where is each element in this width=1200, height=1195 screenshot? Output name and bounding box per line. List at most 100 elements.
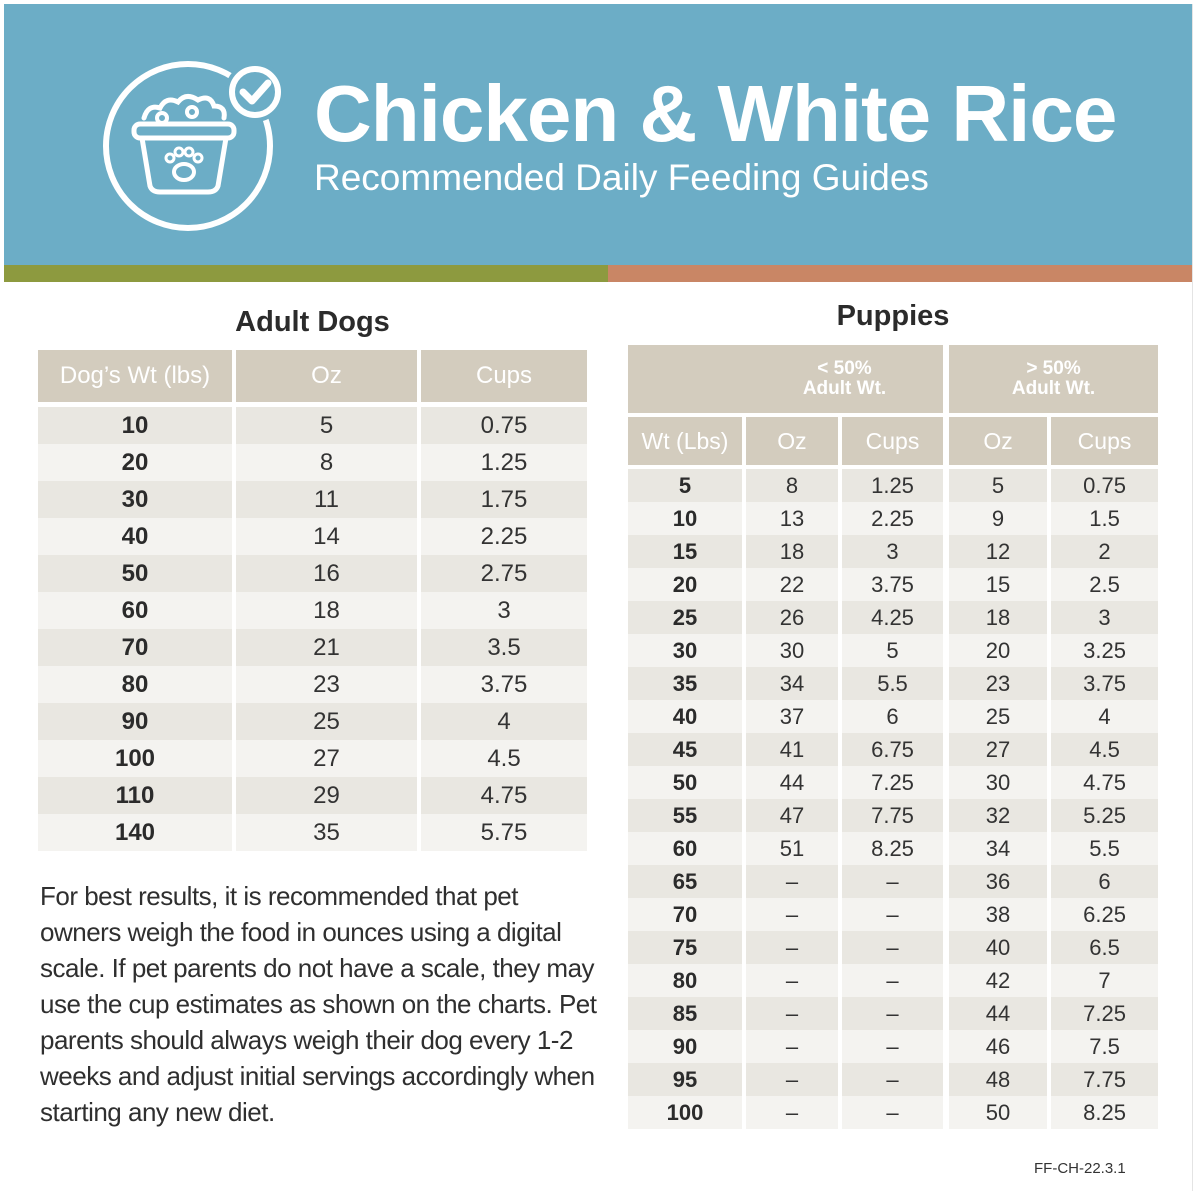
table-row: 100– –50 8.25 bbox=[628, 1096, 1159, 1129]
cups-over-cell: 6.25 bbox=[1051, 898, 1159, 931]
oz-over-cell: 18 bbox=[949, 601, 1052, 634]
oz-cell: 11 bbox=[236, 481, 421, 518]
cups-under-cell: 7.75 bbox=[842, 799, 950, 832]
cups-under-cell: – bbox=[842, 865, 950, 898]
oz-under-cell: – bbox=[746, 964, 842, 997]
group-a-line2: Adult Wt. bbox=[802, 378, 887, 399]
puppy-col-cups-over: Cups bbox=[1051, 417, 1159, 469]
oz-under-cell: 51 bbox=[746, 832, 842, 865]
header-banner: Chicken & White Rice Recommended Daily F… bbox=[4, 4, 1192, 265]
puppies-title: Puppies bbox=[836, 300, 950, 332]
cups-over-cell: 2 bbox=[1051, 535, 1159, 568]
cups-cell: 3 bbox=[421, 592, 587, 629]
oz-cell: 25 bbox=[236, 703, 421, 740]
cups-cell: 5.75 bbox=[421, 814, 587, 851]
adult-feeding-table: Dog’s Wt (lbs) Oz Cups 10 5 0.75 20 8 1.25 30 1… bbox=[38, 350, 587, 851]
oz-under-cell: – bbox=[746, 931, 842, 964]
weight-cell: 140 bbox=[38, 814, 236, 851]
cups-under-cell: 1.25 bbox=[842, 469, 950, 502]
weight-cell: 30 bbox=[628, 634, 746, 667]
oz-over-cell: 32 bbox=[949, 799, 1052, 832]
weight-cell: 95 bbox=[628, 1063, 746, 1096]
weight-cell: 80 bbox=[628, 964, 746, 997]
dog-food-bowl-checkmark-icon bbox=[103, 61, 285, 231]
cups-over-cell: 3.25 bbox=[1051, 634, 1159, 667]
cups-over-cell: 8.25 bbox=[1051, 1096, 1159, 1129]
table-row: 25 26 4.25 18 3 bbox=[628, 601, 1159, 634]
table-row: 60 51 8.25 34 5.5 bbox=[628, 832, 1159, 865]
table-row: 100 27 4.5 bbox=[38, 740, 587, 777]
oz-under-cell: 47 bbox=[746, 799, 842, 832]
table-row: 40 14 2.25 bbox=[38, 518, 587, 555]
cups-under-cell: 4.25 bbox=[842, 601, 950, 634]
oz-under-cell: 44 bbox=[746, 766, 842, 799]
oz-under-cell: – bbox=[746, 1063, 842, 1096]
cups-under-cell: – bbox=[842, 964, 950, 997]
cups-cell: 0.75 bbox=[421, 407, 587, 444]
weight-cell: 5 bbox=[628, 469, 746, 502]
weight-cell: 60 bbox=[38, 592, 236, 629]
cups-under-cell: 2.25 bbox=[842, 502, 950, 535]
cups-over-cell: 6 bbox=[1051, 865, 1159, 898]
cups-under-cell: – bbox=[842, 931, 950, 964]
weight-cell: 20 bbox=[628, 568, 746, 601]
feeding-guide-card: Chicken & White Rice Recommended Daily F… bbox=[4, 4, 1193, 1191]
adult-table-body: 10 5 0.75 20 8 1.25 30 11 1.75 40 14 2.25 50 16 2.75 60… bbox=[38, 407, 587, 851]
oz-cell: 23 bbox=[236, 666, 421, 703]
page-subtitle: Recommended Daily Feeding Guides bbox=[314, 157, 929, 198]
oz-cell: 8 bbox=[236, 444, 421, 481]
table-row: 30 11 1.75 bbox=[38, 481, 587, 518]
accent-stripe-orange bbox=[608, 265, 1192, 282]
puppy-col-oz-under: Oz bbox=[746, 417, 842, 469]
weight-cell: 70 bbox=[628, 898, 746, 931]
oz-over-cell: 9 bbox=[949, 502, 1052, 535]
puppy-col-cups-under: Cups bbox=[842, 417, 950, 469]
puppy-table-body: 5 8 1.25 5 0.75 10 13 2.25 9 1.5 15 18 3 12 2 20 22 3.75 1… bbox=[628, 469, 1159, 1129]
table-row: 40 37 6 25 4 bbox=[628, 700, 1159, 733]
oz-over-cell: 44 bbox=[949, 997, 1052, 1030]
group-b-line2: Adult Wt. bbox=[1011, 378, 1096, 399]
oz-over-cell: 50 bbox=[949, 1096, 1052, 1129]
weight-cell: 10 bbox=[38, 407, 236, 444]
cups-over-cell: 4 bbox=[1051, 700, 1159, 733]
oz-cell: 14 bbox=[236, 518, 421, 555]
table-row: 10 13 2.25 9 1.5 bbox=[628, 502, 1159, 535]
weight-cell: 50 bbox=[628, 766, 746, 799]
cups-over-cell: 4.5 bbox=[1051, 733, 1159, 766]
feeding-note: For best results, it is recommended that… bbox=[40, 881, 597, 1127]
weight-cell: 90 bbox=[628, 1030, 746, 1063]
table-row: 95– –48 7.75 bbox=[628, 1063, 1159, 1096]
cups-under-cell: – bbox=[842, 898, 950, 931]
puppy-feeding-table: < 50% Adult Wt. > 50% Adult Wt. Wt (Lbs)… bbox=[628, 345, 1159, 1129]
weight-cell: 10 bbox=[628, 502, 746, 535]
cups-cell: 2.25 bbox=[421, 518, 587, 555]
group-a-line1: < 50% bbox=[817, 358, 872, 379]
weight-cell: 20 bbox=[38, 444, 236, 481]
weight-cell: 70 bbox=[38, 629, 236, 666]
oz-under-cell: 26 bbox=[746, 601, 842, 634]
cups-cell: 1.25 bbox=[421, 444, 587, 481]
oz-cell: 29 bbox=[236, 777, 421, 814]
cups-under-cell: 3 bbox=[842, 535, 950, 568]
table-row: 20 22 3.75 15 2.5 bbox=[628, 568, 1159, 601]
table-row: 80– –42 7 bbox=[628, 964, 1159, 997]
table-row: 110 29 4.75 bbox=[38, 777, 587, 814]
table-row: 80 23 3.75 bbox=[38, 666, 587, 703]
cups-under-cell: – bbox=[842, 1096, 950, 1129]
cups-cell: 4 bbox=[421, 703, 587, 740]
puppy-group-over-50: > 50% Adult Wt. bbox=[949, 345, 1159, 417]
oz-under-cell: 34 bbox=[746, 667, 842, 700]
table-row: 50 44 7.25 30 4.75 bbox=[628, 766, 1159, 799]
oz-under-cell: 8 bbox=[746, 469, 842, 502]
oz-cell: 5 bbox=[236, 407, 421, 444]
cups-under-cell: – bbox=[842, 1063, 950, 1096]
weight-cell: 50 bbox=[38, 555, 236, 592]
group-b-line1: > 50% bbox=[1026, 358, 1081, 379]
oz-under-cell: – bbox=[746, 898, 842, 931]
cups-under-cell: 5 bbox=[842, 634, 950, 667]
oz-over-cell: 38 bbox=[949, 898, 1052, 931]
cups-under-cell: 6 bbox=[842, 700, 950, 733]
weight-cell: 55 bbox=[628, 799, 746, 832]
table-row: 70 21 3.5 bbox=[38, 629, 587, 666]
puppy-group-under-50: < 50% Adult Wt. bbox=[746, 345, 950, 417]
